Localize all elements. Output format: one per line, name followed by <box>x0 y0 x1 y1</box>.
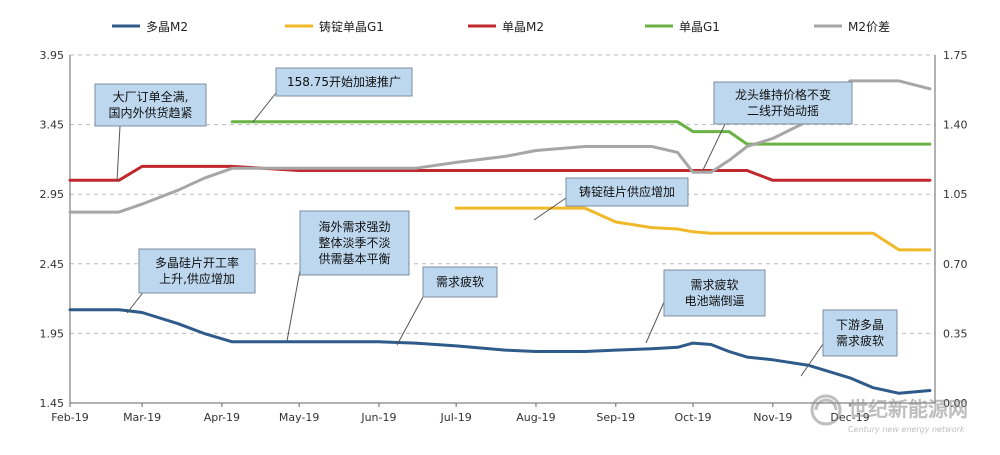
y-right-tick-label: 0.70 <box>943 258 968 271</box>
series-line <box>68 164 932 182</box>
callout-leader <box>126 289 146 314</box>
callout-text: 海外需求强劲 <box>318 219 390 234</box>
callout-box <box>822 309 898 357</box>
x-tick-label: Apr-19 <box>204 411 240 424</box>
callout-text: 龙头维持价格不变 <box>735 87 831 102</box>
callout-box <box>94 83 207 127</box>
callout-box <box>663 269 766 317</box>
callout-text: 需求疲软 <box>690 277 738 292</box>
y-left-tick-label: 2.95 <box>40 188 65 201</box>
callout: 需求疲软 <box>396 266 498 346</box>
x-tick-label: Sep-19 <box>596 411 635 424</box>
watermark-cn: 世纪新能源网 <box>848 397 968 421</box>
callout-box <box>713 81 853 125</box>
legend: 多晶M2 铸锭单晶G1 单晶M2 单晶G1 M2价差 <box>112 19 890 34</box>
y-left-tick-label: 1.95 <box>40 327 65 340</box>
callout-box <box>275 67 413 97</box>
callout-text: 二线开始动摇 <box>747 104 819 118</box>
x-tick-label: Mar-19 <box>123 411 161 424</box>
axes: 1.45 1.95 2.45 2.95 3.45 3.95 0.00 0.35 0.70 1.05… <box>40 49 968 424</box>
legend-label: 单晶G1 <box>679 20 720 34</box>
y-left-tick-label: 3.45 <box>40 119 65 132</box>
callout-text: 上升,供应增加 <box>159 271 235 286</box>
x-tick-label: Aug-19 <box>516 411 555 424</box>
callout-text: 电池端倒逼 <box>684 294 744 308</box>
callout-box <box>565 177 689 207</box>
callout-leader <box>800 343 824 377</box>
legend-label: 多晶M2 <box>146 20 188 34</box>
callout-box <box>299 210 410 276</box>
callout-text: 大厂订单全满, <box>113 89 189 104</box>
y-right-tick-label: 1.05 <box>943 188 968 201</box>
x-tick-label: Oct-19 <box>675 411 712 424</box>
callout: 大厂订单全满,国内外供货趋紧 <box>94 83 207 182</box>
watermark-logo-icon <box>810 394 842 426</box>
callout-leader <box>702 123 726 171</box>
callout-leader <box>396 296 424 346</box>
series-lines <box>68 79 932 395</box>
callout: 158.75开始加速推广 <box>252 67 413 123</box>
x-tick-label: Jun-19 <box>360 411 396 424</box>
callout-text: 整体淡季不淡 <box>318 235 390 250</box>
callout-leader <box>533 197 567 221</box>
callout: 铸锭硅片供应增加 <box>533 177 689 221</box>
series-line <box>230 120 932 146</box>
watermark: 世纪新能源网 Century new energy network <box>810 394 968 434</box>
y-left-tick-label: 2.45 <box>40 258 65 271</box>
series-line <box>454 206 932 252</box>
callout-text: 国内外供货趋紧 <box>108 105 192 120</box>
callout-leader <box>252 92 277 123</box>
callout-text: 158.75开始加速推广 <box>287 75 401 89</box>
y-left-tick-label: 1.45 <box>40 397 65 410</box>
callout-text: 需求疲软 <box>436 274 484 289</box>
y-right-tick-label: 0.00 <box>943 397 968 410</box>
x-tick-label: Nov-19 <box>753 411 792 424</box>
callout-box <box>138 248 256 294</box>
y-right-tick-label: 1.75 <box>943 49 968 62</box>
y-right-tick-label: 0.35 <box>943 327 968 340</box>
callout-text: 下游多晶 <box>836 318 884 332</box>
callout-leader <box>645 301 665 344</box>
x-tick-label: Feb-19 <box>51 411 88 424</box>
annotations: 大厂订单全满,国内外供货趋紧158.75开始加速推广龙头维持价格不变二线开始动摇… <box>94 67 898 377</box>
x-tick-label: May-19 <box>279 411 320 424</box>
callout-box <box>422 266 498 298</box>
callout-text: 多晶硅片开工率 <box>155 255 239 270</box>
callout-text: 供需基本平衡 <box>318 252 390 266</box>
series-line <box>68 308 932 395</box>
callout-text: 需求疲软 <box>836 333 884 348</box>
y-left-tick-label: 3.95 <box>40 49 65 62</box>
y-right-tick-label: 1.40 <box>943 119 968 132</box>
legend-label: 单晶M2 <box>502 20 544 34</box>
x-tick-label: Jul-19 <box>440 411 472 424</box>
callout-text: 铸锭硅片供应增加 <box>579 184 675 199</box>
callout-leader <box>116 125 121 182</box>
legend-label: M2价差 <box>848 20 890 34</box>
watermark-en: Century new energy network <box>848 425 965 434</box>
legend-label: 铸锭单晶G1 <box>319 19 384 34</box>
